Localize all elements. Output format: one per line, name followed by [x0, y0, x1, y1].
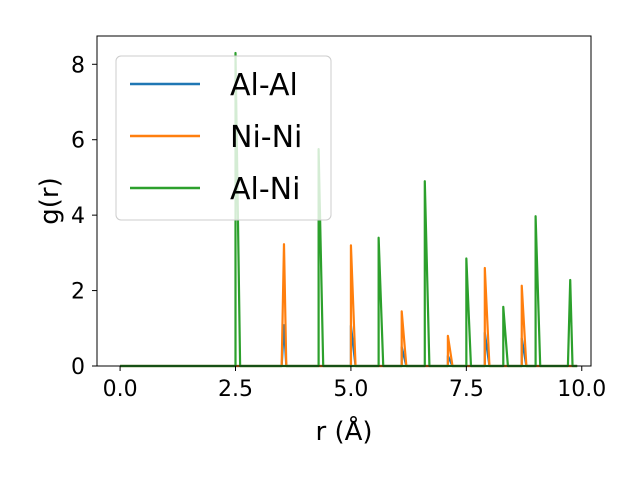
- legend: Al-Al Ni-Ni Al-Ni: [115, 55, 332, 221]
- axes-frame: [96, 35, 592, 367]
- y-tick-label: 4: [71, 204, 85, 229]
- axes: 0.0 2.5 5.0 7.5 10.0 0 2 4 6 8: [71, 35, 606, 402]
- x-tick-label: 0.0: [103, 377, 138, 402]
- x-tick-label: 2.5: [218, 377, 253, 402]
- y-tick-label: 0: [71, 355, 85, 380]
- x-tick-label: 10.0: [557, 377, 606, 402]
- legend-label-ni-ni: Ni-Ni: [230, 120, 302, 155]
- x-tick-label: 7.5: [449, 377, 484, 402]
- legend-label-al-ni: Al-Ni: [230, 172, 300, 207]
- y-axis-label: g(r): [35, 177, 65, 224]
- x-tick-label: 5.0: [333, 377, 368, 402]
- y-tick-label: 2: [71, 280, 85, 305]
- legend-box: [115, 55, 332, 221]
- y-tick-label: 6: [71, 129, 85, 154]
- y-tick-label: 8: [71, 53, 85, 78]
- x-axis-label: r (Å): [315, 415, 372, 447]
- legend-label-al-al: Al-Al: [230, 68, 298, 103]
